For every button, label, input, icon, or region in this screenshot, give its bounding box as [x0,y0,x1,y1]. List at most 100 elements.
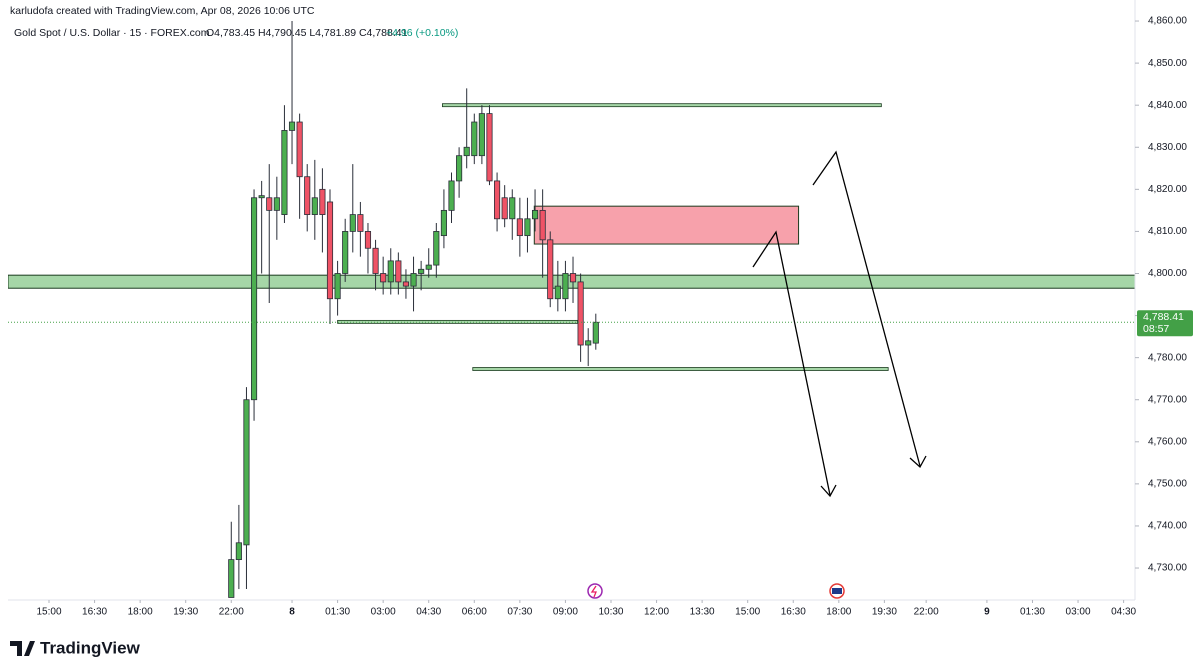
x-tick-label: 19:30 [872,607,897,618]
candle-body [250,197,258,401]
level-line [441,103,882,108]
symbol: Gold Spot / U.S. Dollar · 15 · FOREX.com [14,27,210,39]
arrows [752,150,927,498]
y-tick-label: 4,730.00 [1148,563,1187,574]
arrow-head [909,455,927,469]
candle-body [235,542,242,561]
candle-body [448,180,455,211]
candle-body [304,176,311,215]
candle-body [471,121,478,157]
candle-body [372,247,379,274]
candle-body [554,285,561,300]
candle-body [569,273,577,283]
x-tick-label: 22:00 [914,607,939,618]
candle-body [516,218,523,237]
candle-body [425,264,432,270]
event-icon[interactable] [587,583,603,599]
logo-mark [10,641,35,656]
y-tick-label: 4,840.00 [1148,100,1187,111]
plot-area [8,21,1135,598]
candle-body [387,260,394,283]
y-tick-label: 4,750.00 [1148,479,1187,490]
x-tick-label: 22:00 [219,607,244,618]
candle-body [395,260,402,283]
credit: karludofa created with TradingView.com, … [10,5,315,17]
x-tick-label: 04:30 [416,607,441,618]
logo: TradingView [10,638,141,657]
event-icon-bolt [590,585,597,598]
candle-body [342,231,349,274]
x-tick-label: 16:30 [781,607,806,618]
y-tick-label: 4,860.00 [1148,16,1187,27]
x-tick-label: 03:00 [371,607,396,618]
x-tick-label: 07:30 [507,607,532,618]
candle-body [494,180,501,220]
candle-body [509,197,516,220]
x-tick-label: 04:30 [1111,607,1136,618]
x-tick-label: 01:30 [1020,607,1045,618]
x-tick-label: 16:30 [82,607,107,618]
y-tick-label: 4,800.00 [1148,268,1187,279]
candle-body [456,155,463,182]
candle-body [433,231,440,266]
candle-body [478,113,485,157]
y-tick-label: 4,830.00 [1148,142,1187,153]
brand: TradingView [40,638,141,657]
candle-body [281,130,288,215]
zone [533,205,800,245]
candle-body [562,273,569,300]
candle-body [577,281,584,346]
candle-body [357,214,364,232]
x-tick-label: 06:00 [462,607,487,618]
x-tick-label: 13:30 [690,607,715,618]
ohlc: O4,783.45 H4,790.45 L4,781.89 C4,788.41 [206,27,408,39]
y-tick-label: 4,740.00 [1148,521,1187,532]
candle-body [288,121,296,131]
candle-body [380,273,387,283]
x-tick-label: 8 [289,607,295,618]
x-tick-label: 03:00 [1066,607,1091,618]
candle-body [258,195,265,199]
x-tick-label: 12:00 [644,607,669,618]
y-tick-label: 4,760.00 [1148,436,1187,447]
candle-body [364,231,372,249]
x-tick-label: 09:00 [553,607,578,618]
x-tick-label: 18:00 [826,607,851,618]
y-tick-label: 4,820.00 [1148,184,1187,195]
candle-body [547,239,554,300]
candle-body [531,209,539,220]
candle-body [319,188,326,215]
y-tick-label: 4,770.00 [1148,394,1187,405]
candle-body [266,197,273,211]
last-price-tag [1137,310,1193,337]
candle-body [585,340,592,346]
x-tick-label: 15:00 [735,607,760,618]
level-line [337,319,578,324]
change: +4.96 (+0.10%) [386,27,458,39]
x-tick-label: 19:30 [173,607,198,618]
candle-body [349,214,356,232]
candle-body [243,399,250,546]
last-price-label: 4,788.41 [1143,311,1184,323]
candle-body [228,559,235,598]
candle-body [296,121,303,178]
candle-body [418,268,425,274]
candle-body [501,197,508,220]
arrow-head [820,484,837,498]
candle-body [539,209,546,241]
x-tick-label: 9 [984,607,990,618]
arrow [752,230,831,496]
y-tick-label: 4,780.00 [1148,352,1187,363]
candle-body [273,197,280,211]
candle-body [440,209,447,237]
candle-body [486,113,493,182]
countdown: 08:57 [1143,323,1169,335]
level-line [472,367,889,371]
candle-body [524,218,531,237]
candle-body [334,273,341,300]
candle-body [410,273,417,287]
y-tick-label: 4,850.00 [1148,58,1187,69]
candle-body [402,281,410,287]
x-tick-label: 01:30 [325,607,350,618]
